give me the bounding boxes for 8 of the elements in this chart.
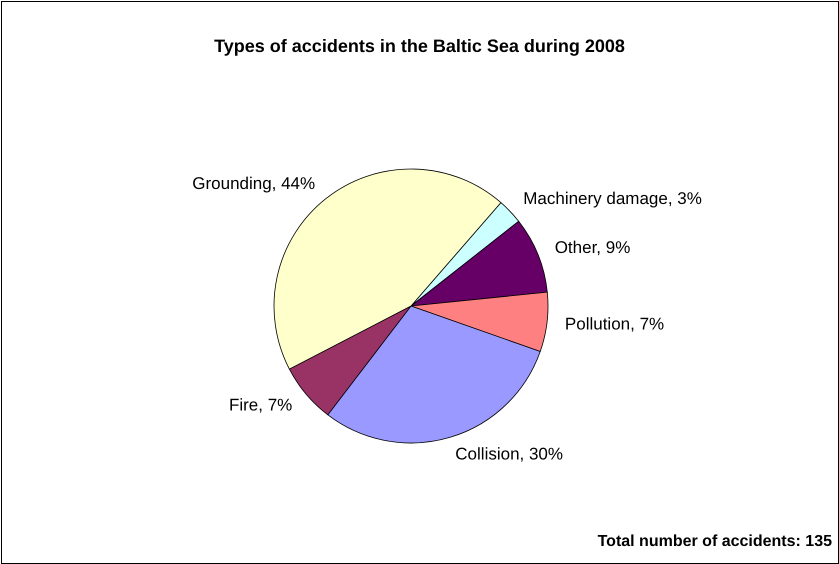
slice-label: Machinery damage, 3%	[523, 189, 702, 208]
slice-label: Other, 9%	[554, 238, 630, 257]
slice-label: Fire, 7%	[228, 396, 292, 415]
text: Total number of accidents: 135	[598, 533, 832, 550]
slice-label: Collision, 30%	[455, 444, 564, 464]
chart-title: Types of accidents in the Baltic Sea during 2008	[214, 36, 625, 56]
slice-label: Pollution, 7%	[564, 314, 664, 334]
slice-label: Grounding, 44%	[192, 174, 316, 194]
